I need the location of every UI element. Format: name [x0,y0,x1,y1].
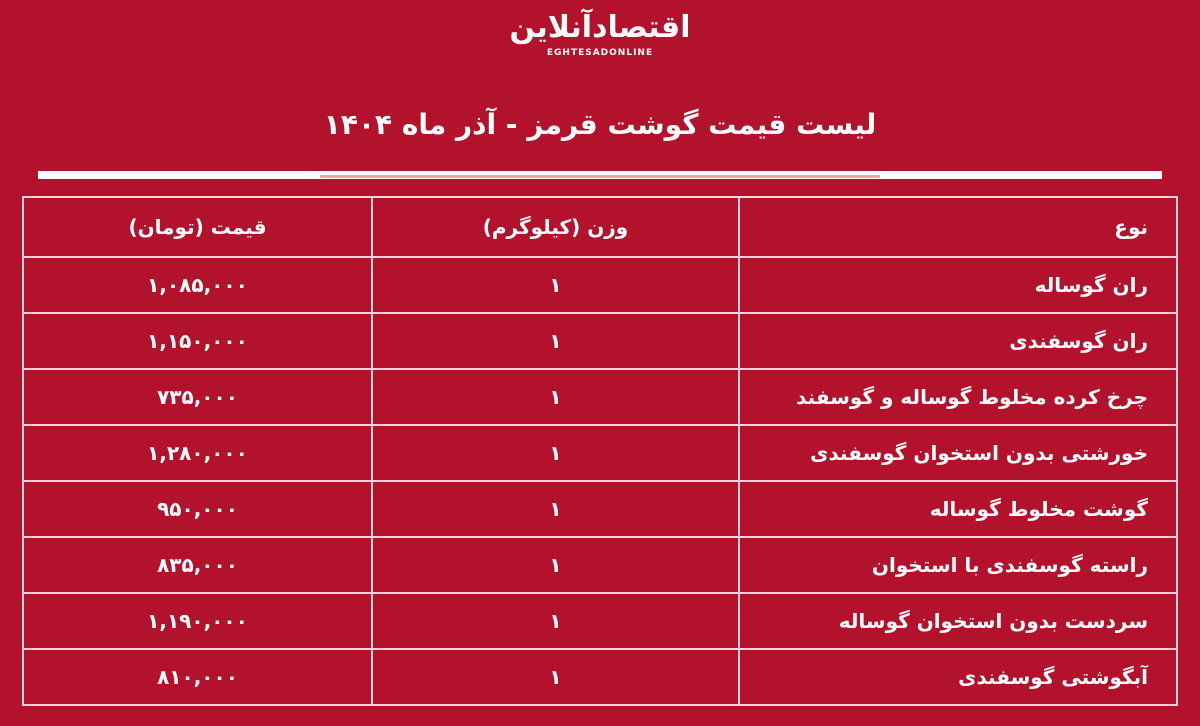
table-cell: ران گوساله [738,256,1178,314]
table-cell: ۱,۰۸۵,۰۰۰ [22,256,373,314]
table-cell: ۱,۱۹۰,۰۰۰ [22,592,373,650]
column-header: وزن (کیلوگرم) [371,196,740,258]
table-cell: ۷۳۵,۰۰۰ [22,368,373,426]
table-row: خورشتی بدون استخوان گوسفندی ۱ ۱,۲۸۰,۰۰۰ [22,424,1178,482]
table-cell: ۱ [371,592,740,650]
table-cell: ۱ [371,424,740,482]
logo-text: اقتصادآنلاین [509,10,692,45]
table-cell: ۹۵۰,۰۰۰ [22,480,373,538]
table-cell: ران گوسفندی [738,312,1178,370]
table-cell: ۱ [371,648,740,706]
column-header: قیمت (تومان) [22,196,373,258]
table-cell: ۸۱۰,۰۰۰ [22,648,373,706]
column-header: نوع [738,196,1178,258]
table-cell: ۱ [371,480,740,538]
logo: اقتصادآنلاین EGHTESADONLINE [0,8,1200,58]
title: لیست قیمت گوشت قرمز - آذر ماه ۱۴۰۴ [323,108,877,141]
table-row: راسته گوسفندی با استخوان ۱ ۸۳۵,۰۰۰ [22,536,1178,594]
logo-latin: EGHTESADONLINE [546,48,654,58]
table-cell: ۱ [371,368,740,426]
table-row: ران گوساله ۱ ۱,۰۸۵,۰۰۰ [22,256,1178,314]
table-row: سردست بدون استخوان گوساله ۱ ۱,۱۹۰,۰۰۰ [22,592,1178,650]
table-cell: خورشتی بدون استخوان گوسفندی [738,424,1178,482]
header-row: نوع وزن (کیلوگرم) قیمت (تومان) [22,196,1178,258]
table-body: ران گوساله ۱ ۱,۰۸۵,۰۰۰ ران گوسفندی ۱ ۱,۱۵۰,۰۰… [22,256,1178,706]
table-cell: ۱,۱۵۰,۰۰۰ [22,312,373,370]
table-row: ران گوسفندی ۱ ۱,۱۵۰,۰۰۰ [22,312,1178,370]
price-table: نوع وزن (کیلوگرم) قیمت (تومان) ران گوساله ۱… [22,196,1178,706]
table-cell: ۱ [371,536,740,594]
table-cell: چرخ کرده مخلوط گوساله و گوسفند [738,368,1178,426]
table-cell: ۸۳۵,۰۰۰ [22,536,373,594]
table-cell: ۱,۲۸۰,۰۰۰ [22,424,373,482]
table-cell: ۱ [371,312,740,370]
table-cell: ۱ [371,256,740,314]
table-row: گوشت مخلوط گوساله ۱ ۹۵۰,۰۰۰ [22,480,1178,538]
table-row: چرخ کرده مخلوط گوساله و گوسفند ۱ ۷۳۵,۰۰۰ [22,368,1178,426]
divider-accent [320,175,880,178]
table-cell: گوشت مخلوط گوساله [738,480,1178,538]
table-cell: راسته گوسفندی با استخوان [738,536,1178,594]
table-cell: سردست بدون استخوان گوساله [738,592,1178,650]
table-cell: آبگوشتی گوسفندی [738,648,1178,706]
table-row: آبگوشتی گوسفندی ۱ ۸۱۰,۰۰۰ [22,648,1178,706]
